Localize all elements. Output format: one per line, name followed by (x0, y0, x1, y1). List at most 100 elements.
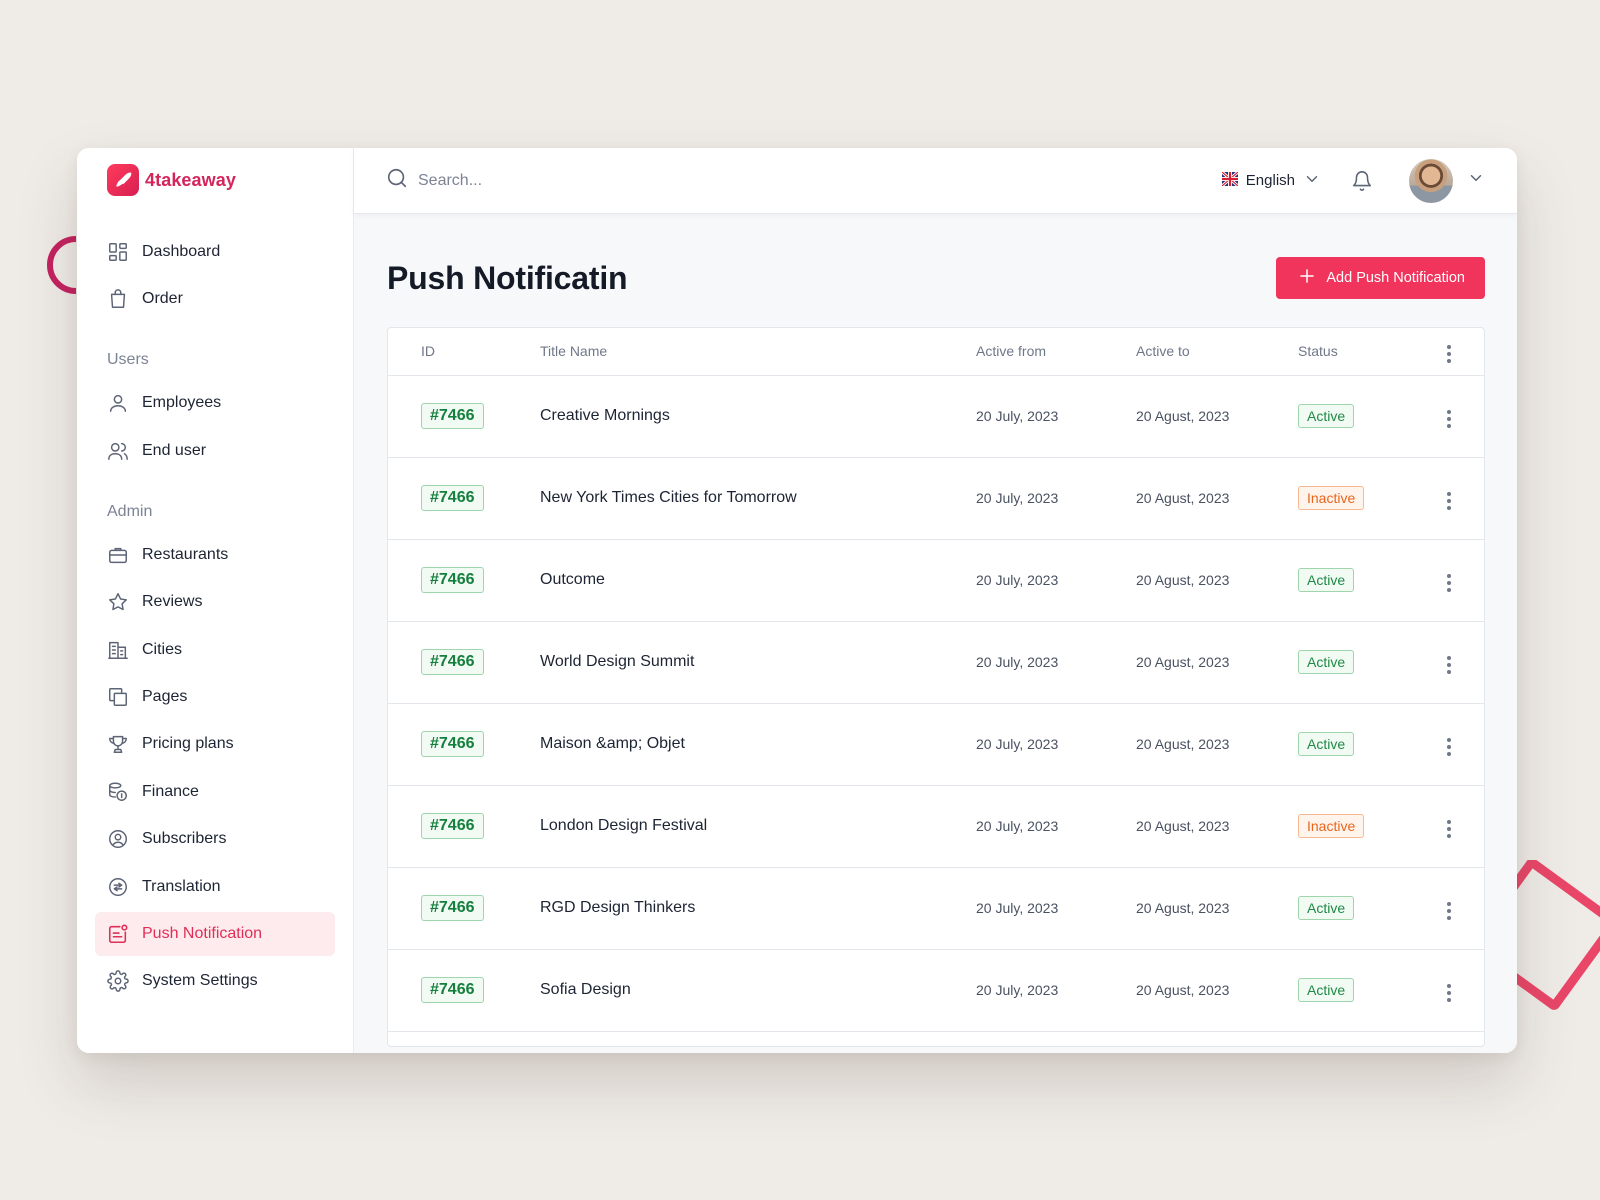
status-badge: Active (1298, 978, 1355, 1002)
sidebar-item-subscribers[interactable]: Subscribers (95, 817, 335, 861)
table-row[interactable]: #7466 Outcome 20 July, 2023 20 Agust, 20… (388, 539, 1484, 622)
sidebar-item-push-notification[interactable]: Push Notification (95, 911, 335, 956)
status-cell: Inactive (1298, 785, 1414, 868)
more-vertical-icon[interactable] (1441, 734, 1457, 760)
table-row[interactable]: #7466 New York Times Cities for Tomorrow… (388, 457, 1484, 540)
active-to-cell: 20 Agust, 2023 (1136, 621, 1298, 704)
sidebar-item-translation[interactable]: Translation (95, 865, 335, 909)
search-icon[interactable] (386, 167, 408, 194)
table-row[interactable]: #7466 World Design Summit 20 July, 2023 … (388, 621, 1484, 704)
active-from-cell: 20 July, 2023 (976, 621, 1136, 704)
sidebar-item-restaurants[interactable]: Restaurants (95, 533, 335, 577)
sidebar-item-label: Pages (142, 687, 188, 705)
id-cell: #7466 (388, 539, 540, 622)
chevron-down-icon (1303, 170, 1321, 192)
sidebar-item-finance[interactable]: Finance (95, 770, 335, 814)
row-menu-cell (1414, 867, 1484, 950)
main-area: English Push Notificatin (354, 148, 1517, 1053)
status-badge: Active (1298, 568, 1355, 592)
sidebar-item-label: End user (142, 441, 207, 459)
table-row[interactable]: #7466 Maison &amp; Objet 20 July, 2023 2… (388, 703, 1484, 786)
status-badge: Inactive (1298, 486, 1365, 510)
logo[interactable]: 4takeaway (107, 164, 335, 196)
id-cell: #7466 (388, 375, 540, 458)
translation-icon (107, 876, 129, 898)
sidebar-item-label: Cities (142, 640, 183, 658)
column-header-title[interactable]: Title Name (540, 328, 976, 376)
sidebar-item-order[interactable]: Order (95, 277, 335, 321)
table-row[interactable]: #7466 London Design Festival 20 July, 20… (388, 785, 1484, 868)
trophy-icon (107, 733, 129, 755)
id-badge[interactable]: #7466 (421, 977, 484, 1003)
rocket-icon (107, 164, 139, 196)
sidebar-item-label: Reviews (142, 593, 203, 611)
users-icon (107, 440, 129, 462)
column-header-active-to[interactable]: Active to (1136, 328, 1298, 376)
active-from-cell: 20 July, 2023 (976, 949, 1136, 1032)
dashboard-icon (107, 241, 129, 263)
id-cell: #7466 (388, 621, 540, 704)
gear-icon (107, 970, 129, 993)
title-cell: Creative Mornings (540, 375, 976, 458)
sidebar-item-label: System Settings (142, 972, 258, 990)
briefcase-icon (107, 544, 129, 566)
sidebar-item-label: Dashboard (142, 243, 221, 260)
active-to-cell: 20 Agust, 2023 (1136, 785, 1298, 868)
id-badge[interactable]: #7466 (421, 813, 484, 839)
sidebar-nav: Dashboard Order Users Employees End user Admi… (95, 230, 335, 1003)
active-from-cell: 20 July, 2023 (976, 703, 1136, 786)
sidebar-item-reviews[interactable]: Reviews (95, 580, 335, 624)
id-badge[interactable]: #7466 (421, 731, 484, 757)
add-button-label: Add Push Notification (1326, 270, 1465, 286)
more-vertical-icon[interactable] (1441, 570, 1457, 596)
active-to-cell: 20 Agust, 2023 (1136, 703, 1298, 786)
more-vertical-icon[interactable] (1441, 980, 1457, 1006)
page-title: Push Notificatin (387, 259, 628, 296)
column-header-active-from[interactable]: Active from (976, 328, 1136, 376)
id-badge[interactable]: #7466 (421, 567, 484, 593)
more-vertical-icon[interactable] (1441, 652, 1457, 678)
status-cell: Active (1298, 621, 1414, 704)
sidebar: 4takeaway Dashboard Order Users Employees En… (77, 148, 354, 1053)
id-badge[interactable]: #7466 (421, 895, 484, 921)
user-menu[interactable] (1409, 158, 1485, 203)
table-row[interactable]: #7466 Sofia Design 20 July, 2023 20 Agus… (388, 949, 1484, 1032)
id-badge[interactable]: #7466 (421, 649, 484, 675)
status-cell: Active (1298, 949, 1414, 1032)
id-cell: #7466 (388, 457, 540, 540)
add-push-notification-button[interactable]: Add Push Notification (1276, 257, 1485, 299)
push-notification-icon (107, 923, 129, 945)
row-menu-cell (1414, 785, 1484, 868)
more-vertical-icon[interactable] (1441, 406, 1457, 432)
id-badge[interactable]: #7466 (421, 403, 484, 429)
sidebar-item-system-settings[interactable]: System Settings (95, 959, 335, 1003)
sidebar-item-end-user[interactable]: End user (95, 429, 335, 473)
more-vertical-icon[interactable] (1441, 816, 1457, 842)
active-to-cell: 20 Agust, 2023 (1136, 949, 1298, 1032)
language-selector[interactable]: English (1220, 170, 1321, 192)
table-row[interactable]: #7466 RGD Design Thinkers 20 July, 2023 … (388, 867, 1484, 950)
column-header-id[interactable]: ID (388, 328, 540, 376)
active-from-cell: 20 July, 2023 (976, 375, 1136, 458)
more-vertical-icon[interactable] (1441, 898, 1457, 924)
search-input[interactable] (418, 171, 818, 190)
notification-bell-icon[interactable] (1351, 170, 1373, 192)
notifications-table: ID Title Name Active from Active to Stat… (387, 327, 1485, 1047)
sidebar-item-pages[interactable]: Pages (95, 675, 335, 719)
sidebar-item-cities[interactable]: Cities (95, 628, 335, 672)
active-from-cell: 20 July, 2023 (976, 867, 1136, 950)
status-cell: Inactive (1298, 457, 1414, 540)
sidebar-item-label: Finance (142, 782, 199, 800)
row-menu-cell (1414, 949, 1484, 1032)
column-header-status[interactable]: Status (1298, 328, 1414, 376)
row-menu-cell (1414, 539, 1484, 622)
sidebar-item-pricing-plans[interactable]: Pricing plans (95, 722, 335, 766)
sidebar-item-dashboard[interactable]: Dashboard (95, 230, 335, 274)
id-badge[interactable]: #7466 (421, 485, 484, 511)
sidebar-item-employees[interactable]: Employees (95, 381, 335, 425)
table-row[interactable]: #7466 Creative Mornings 20 July, 2023 20… (388, 375, 1484, 458)
more-vertical-icon[interactable] (1441, 341, 1457, 367)
more-vertical-icon[interactable] (1441, 488, 1457, 514)
sidebar-item-label: Pricing plans (142, 735, 234, 753)
header-menu[interactable] (1414, 328, 1484, 376)
